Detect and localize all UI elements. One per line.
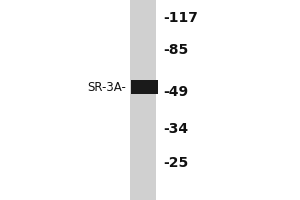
Text: -25: -25 — [164, 156, 189, 170]
Text: SR-3A-: SR-3A- — [87, 81, 126, 94]
Bar — [130, 80, 158, 94]
Bar — [130, 0, 156, 200]
Text: -85: -85 — [164, 43, 189, 57]
Text: -117: -117 — [164, 11, 198, 25]
Text: -49: -49 — [164, 85, 189, 99]
Text: -34: -34 — [164, 122, 189, 136]
